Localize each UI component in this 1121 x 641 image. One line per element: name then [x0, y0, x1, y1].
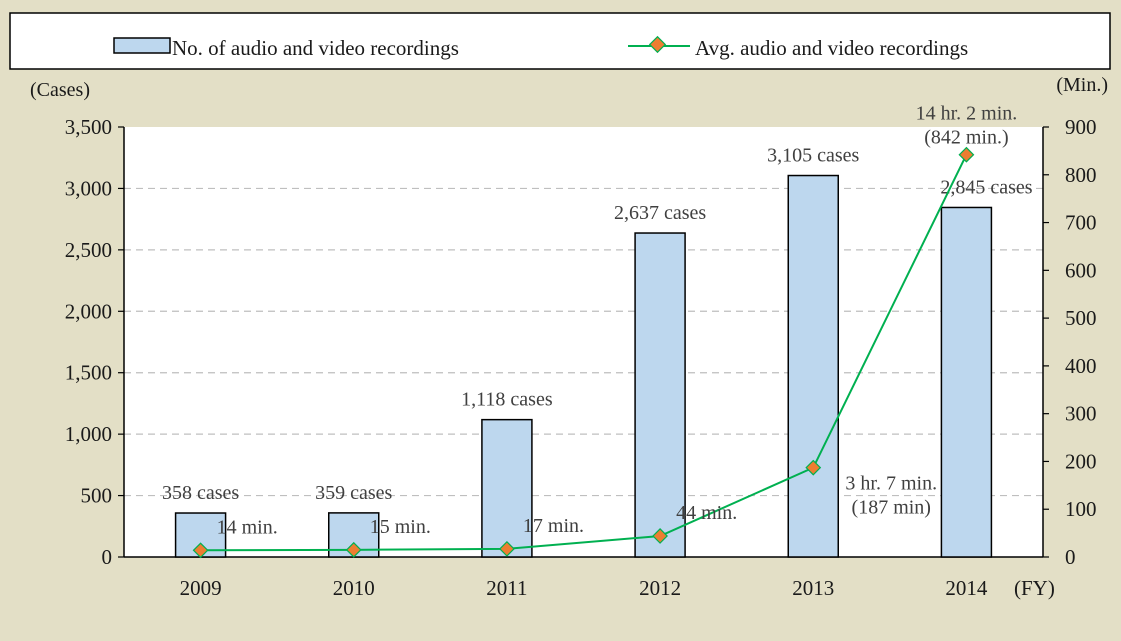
line-marker [345, 541, 362, 558]
x-tick-label: 2010 [333, 576, 375, 600]
bar-data-label: 1,118 cases [461, 389, 553, 411]
line-data-label: 44 min. [676, 502, 737, 524]
right-tick-label: 400 [1065, 354, 1097, 378]
right-tick-label: 300 [1065, 402, 1097, 426]
x-tick-label: 2011 [486, 576, 527, 600]
line-data-label: (842 min.) [924, 127, 1008, 149]
bar-data-label: 3,105 cases [767, 145, 859, 167]
line-data-label: 14 min. [217, 516, 278, 538]
x-axis-unit: (FY) [1014, 576, 1055, 600]
line-data-label: (187 min) [852, 497, 931, 519]
left-tick-label: 0 [102, 545, 113, 569]
legend-box [9, 12, 1111, 70]
right-tick-label: 600 [1065, 258, 1097, 282]
bar-data-label: 358 cases [162, 482, 239, 504]
right-tick-label: 800 [1065, 163, 1097, 187]
x-tick-label: 2013 [792, 576, 834, 600]
x-tick-label: 2014 [945, 576, 988, 600]
plot-area [124, 127, 1043, 557]
legend-marker-swatch [648, 35, 667, 54]
bar-data-label: 2,637 cases [614, 202, 706, 224]
right-tick-label: 500 [1065, 306, 1097, 330]
left-tick-label: 500 [81, 484, 113, 508]
right-tick-label: 0 [1065, 545, 1076, 569]
right-tick-label: 900 [1065, 115, 1097, 139]
bar-data-label: 2,845 cases [940, 176, 1032, 198]
right-tick-label: 700 [1065, 211, 1097, 235]
line-data-label: 15 min. [370, 516, 431, 538]
right-tick-label: 100 [1065, 497, 1097, 521]
legend-bar-swatch [113, 37, 171, 54]
left-tick-label: 2,000 [65, 299, 112, 323]
line-data-label: 17 min. [523, 515, 584, 537]
line-series [200, 154, 968, 552]
left-tick-label: 3,000 [65, 176, 112, 200]
x-tick-label: 2012 [639, 576, 681, 600]
bar [787, 174, 839, 558]
bar [940, 206, 993, 558]
line-marker [958, 146, 975, 163]
legend-label-bars: No. of audio and video recordings [172, 36, 459, 60]
left-tick-label: 3,500 [65, 115, 112, 139]
bar [634, 232, 686, 558]
line-marker [805, 459, 822, 476]
line-data-label: 14 hr. 2 min. [916, 103, 1018, 125]
left-axis-unit: (Cases) [30, 79, 90, 101]
right-tick-label: 200 [1065, 449, 1097, 473]
bar [481, 418, 533, 558]
line-marker [498, 540, 515, 557]
left-tick-label: 1,000 [65, 422, 112, 446]
x-tick-label: 2009 [180, 576, 222, 600]
bar-data-label: 359 cases [315, 482, 392, 504]
left-tick-label: 1,500 [65, 361, 112, 385]
right-axis-unit: (Min.) [1056, 74, 1108, 96]
line-marker [652, 528, 669, 544]
legend-label-line: Avg. audio and video recordings [695, 36, 968, 60]
line-marker [192, 542, 209, 559]
left-tick-label: 2,500 [65, 238, 112, 262]
line-data-label: 3 hr. 7 min. [845, 473, 937, 495]
